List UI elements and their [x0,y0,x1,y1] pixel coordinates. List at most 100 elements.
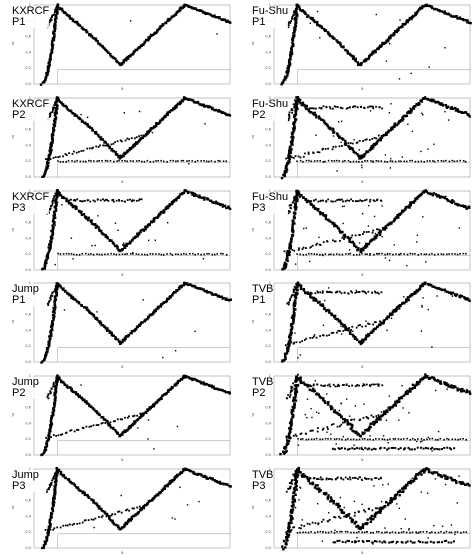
troubled-cell-marker [289,391,292,394]
troubled-cell-marker [303,152,306,155]
troubled-cell-marker [53,300,56,304]
troubled-cell-marker [335,332,338,334]
troubled-cell-marker [369,426,372,429]
troubled-cell-marker [203,474,207,478]
troubled-cell-marker [350,329,352,332]
variant-name: P3 [252,201,266,214]
troubled-cell-marker [359,233,361,236]
troubled-cell-marker [342,222,344,224]
troubled-cell-marker [445,384,448,387]
troubled-cell-marker [388,312,392,316]
troubled-cell-marker [356,106,359,108]
troubled-cell-marker [200,159,203,162]
troubled-cell-marker [367,55,371,58]
troubled-cell-marker [225,297,228,301]
troubled-cell-marker [352,253,355,256]
troubled-cells-plot: 0.00.20.40.60.81yx [12,96,232,184]
troubled-cell-marker [166,390,170,393]
troubled-cell-marker [370,514,374,518]
troubled-cell-marker [124,253,126,255]
troubled-cell-marker [340,322,343,326]
troubled-cell-marker [340,141,342,143]
troubled-cell-marker [51,109,54,111]
troubled-cell-marker [194,101,198,104]
troubled-cell-marker [362,340,365,344]
troubled-cell-marker [46,535,49,538]
troubled-cell-marker [49,143,52,146]
troubled-cell-marker [287,156,290,159]
troubled-cell-marker [395,123,399,127]
troubled-cell-marker [401,209,404,212]
troubled-cell-marker [107,329,110,333]
troubled-cell-marker [435,8,438,11]
troubled-cell-marker [61,288,65,292]
troubled-cell-marker [285,443,288,447]
troubled-cell-marker [354,385,357,388]
troubled-cell-marker [296,531,299,534]
troubled-cell-marker [146,130,149,134]
wall-boundary [297,440,470,456]
troubled-cell-marker [281,545,284,548]
troubled-cell-marker [409,111,412,114]
y-tick-label: 0.6 [25,220,31,224]
troubled-cell-marker [291,386,294,389]
troubled-cell-marker [70,387,73,391]
troubled-cell-marker [136,325,139,329]
y-tick-label: 1 [29,189,31,193]
troubled-cell-marker [54,101,56,104]
troubled-cell-marker [189,283,192,287]
troubled-cell-marker [101,159,103,162]
troubled-cell-marker [51,479,54,482]
troubled-cell-marker [313,297,316,300]
troubled-cell-marker [180,378,183,381]
troubled-cell-marker [99,136,103,139]
troubled-cell-marker [91,36,95,40]
troubled-cell-marker [306,199,309,202]
troubled-cell-marker [121,339,125,342]
troubled-cell-marker [365,320,367,323]
troubled-cell-marker [153,448,155,450]
troubled-cell-marker [319,335,322,338]
troubled-cell-marker [315,134,317,136]
troubled-cell-marker [54,207,58,210]
y-tick-label: 0.2 [265,252,271,256]
troubled-cell-marker [384,505,387,508]
troubled-cell-marker [222,111,225,114]
troubled-cell-marker [189,98,192,101]
troubled-cell-marker [286,249,289,253]
troubled-cell-marker [171,253,174,256]
troubled-cell-marker [116,60,119,64]
troubled-cell-marker [54,483,58,486]
troubled-cell-marker [344,419,347,422]
troubled-cell-marker [389,500,392,503]
troubled-cell-marker [102,197,104,200]
troubled-cell-marker [439,380,442,383]
troubled-cell-marker [50,17,52,20]
panel-label: Jump P1 [12,284,39,307]
troubled-cell-marker [446,388,448,391]
troubled-cell-marker [166,160,168,163]
troubled-cell-marker [341,253,344,255]
troubled-cell-marker [330,499,334,502]
troubled-cell-marker [56,192,60,196]
troubled-cell-marker [322,105,325,107]
troubled-cell-marker [393,243,395,246]
troubled-cell-marker [292,487,296,490]
troubled-cell-marker [290,107,293,110]
troubled-cell-marker [290,323,294,326]
troubled-cell-marker [313,389,317,393]
troubled-cell-marker [325,310,328,313]
troubled-cell-marker [451,252,453,255]
variant-name: P2 [252,108,266,121]
troubled-cell-marker [76,159,78,162]
troubled-cell-marker [430,471,433,474]
troubled-cell-marker [50,48,53,51]
troubled-cell-marker [295,435,298,438]
troubled-cell-marker [51,139,54,142]
troubled-cell-marker [381,41,384,45]
troubled-cell-marker [45,261,48,264]
troubled-cell-marker [86,307,89,309]
troubled-cell-marker [54,478,58,481]
troubled-cell-marker [451,438,454,441]
troubled-cell-marker [328,383,331,386]
